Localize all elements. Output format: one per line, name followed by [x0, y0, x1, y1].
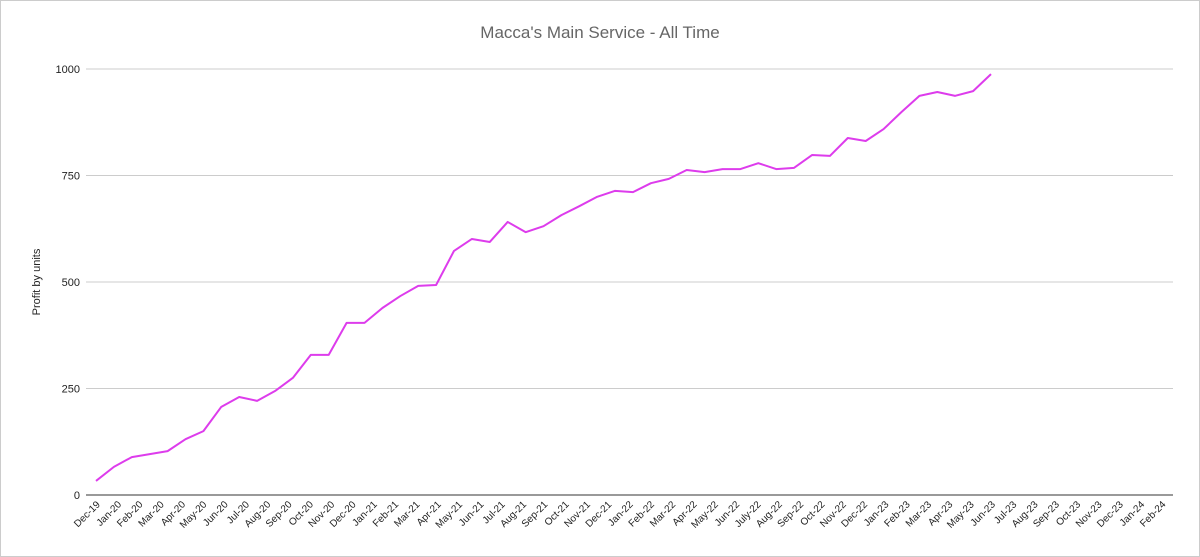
y-tick-label: 250 — [62, 384, 80, 396]
y-tick-label: 500 — [62, 277, 80, 289]
y-axis-label: Profit by units — [31, 248, 43, 315]
line-series — [95, 73, 992, 482]
y-tick-label: 1000 — [56, 64, 80, 76]
chart-title: Macca's Main Service - All Time — [480, 23, 719, 42]
y-tick-label: 0 — [74, 490, 80, 502]
y-tick-label: 750 — [62, 171, 80, 183]
